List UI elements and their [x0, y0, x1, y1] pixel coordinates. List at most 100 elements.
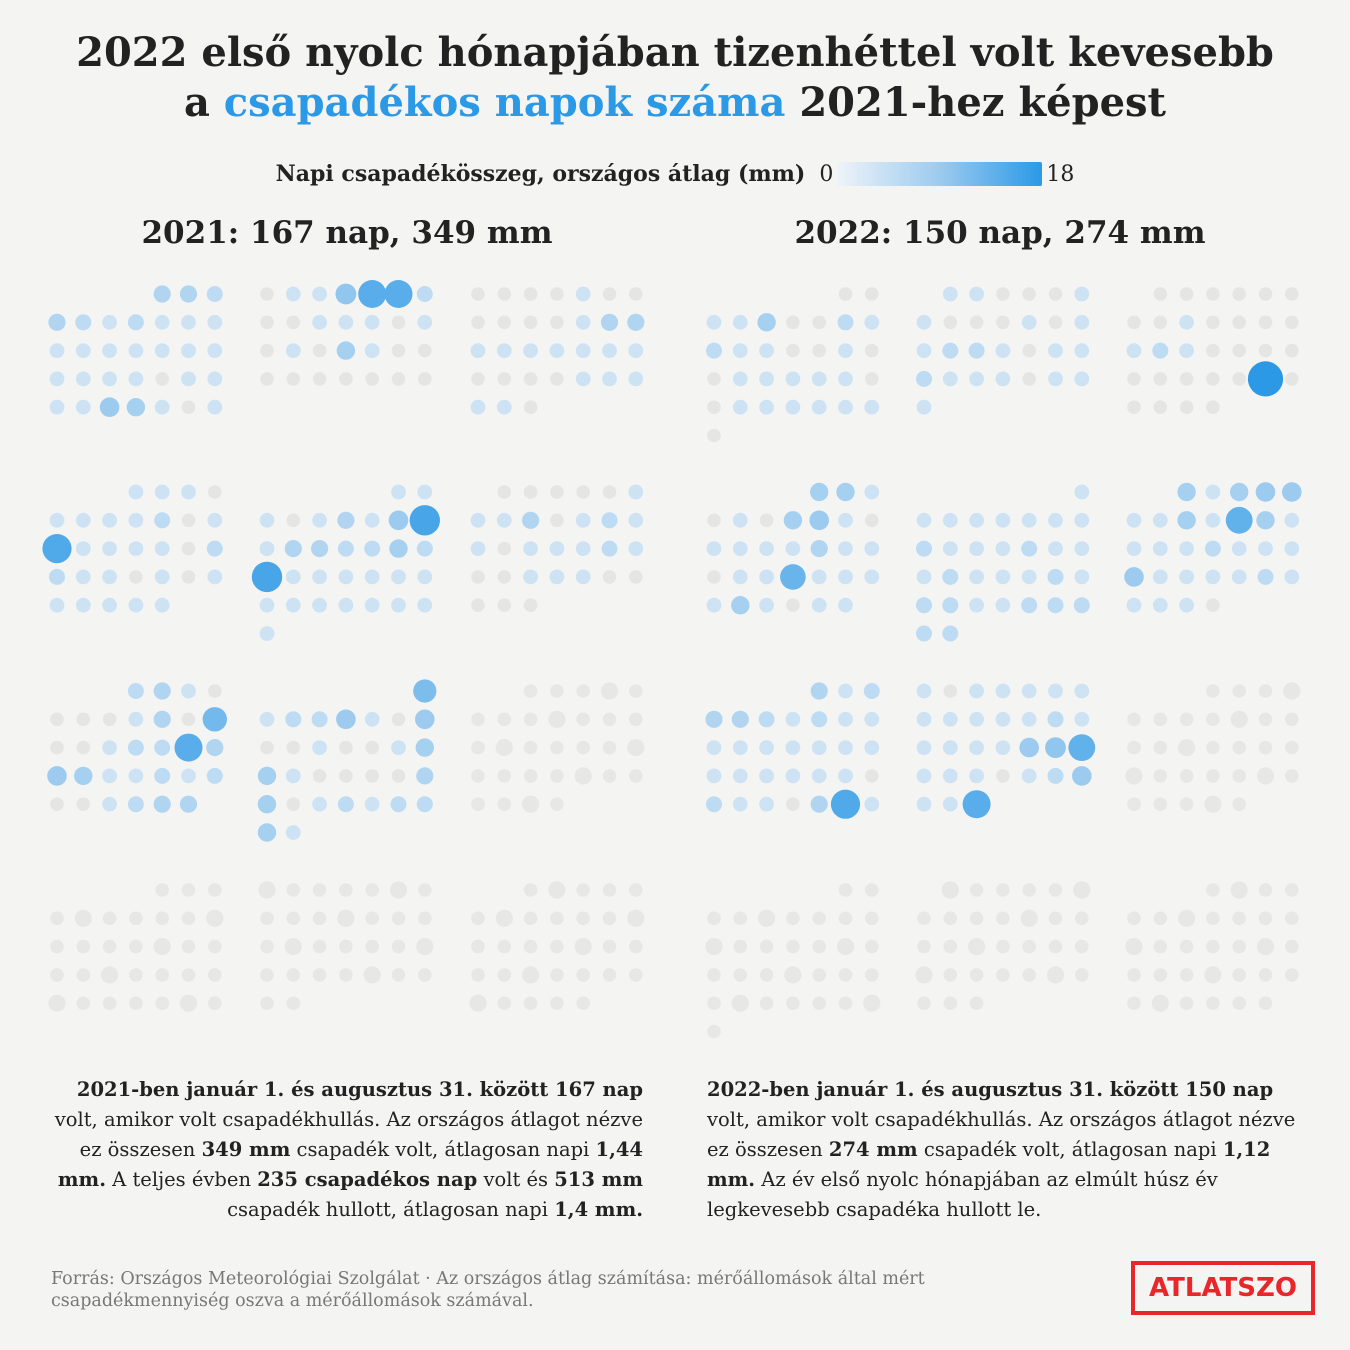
day-bubble: [1179, 372, 1194, 386]
day-bubble: [942, 512, 958, 528]
day-bubble: [259, 597, 275, 613]
day-bubble: [1179, 569, 1194, 585]
day-bubble: [285, 711, 302, 728]
day-bubble: [155, 883, 169, 897]
day-bubble: [128, 541, 144, 556]
day-bubble: [1258, 968, 1273, 982]
day-bubble: [522, 795, 540, 813]
day-bubble: [1285, 712, 1299, 727]
day-bubble: [942, 597, 959, 614]
day-bubble: [413, 679, 437, 703]
day-bubble: [75, 597, 91, 613]
day-bubble: [1232, 911, 1246, 926]
day-bubble: [99, 397, 120, 417]
color-legend: Napi csapadékösszeg, országos átlag (mm)…: [0, 158, 1350, 190]
day-bubble: [418, 343, 432, 358]
year-title-2022: 2022: 150 nap, 274 mm: [794, 215, 1206, 251]
day-bubble: [916, 343, 932, 358]
day-bubble: [1258, 315, 1273, 330]
day-bubble: [602, 485, 617, 499]
day-bubble: [865, 513, 879, 528]
day-bubble: [1231, 569, 1247, 585]
day-bubble: [969, 597, 984, 613]
day-bubble: [838, 711, 853, 727]
day-bubble: [202, 707, 227, 732]
day-bubble: [602, 712, 617, 727]
day-bubble: [786, 315, 800, 330]
day-bubble: [576, 996, 590, 1010]
day-bubble: [838, 597, 853, 613]
day-bubble: [338, 314, 354, 330]
day-bubble: [969, 683, 984, 699]
day-bubble: [732, 796, 748, 812]
day-bubble: [364, 540, 381, 557]
day-bubble: [129, 570, 143, 584]
day-bubble: [259, 626, 275, 641]
day-bubble: [759, 597, 774, 613]
day-bubble: [864, 314, 880, 330]
day-bubble: [1177, 482, 1196, 502]
day-bubble: [916, 625, 932, 642]
day-bubble: [471, 287, 485, 301]
day-bubble: [574, 767, 592, 785]
day-bubble: [339, 883, 353, 897]
day-bubble: [127, 796, 144, 813]
day-bubble: [1074, 512, 1090, 528]
description-segment: Az év első nyolc hónapjában az elmúlt hú…: [707, 1168, 1218, 1221]
day-bubble: [181, 343, 196, 358]
day-bubble: [864, 399, 880, 415]
atlatszo-logo: ATLATSZO: [1131, 1261, 1315, 1315]
day-bubble: [786, 996, 800, 1010]
day-bubble: [759, 968, 774, 982]
day-bubble: [812, 939, 826, 954]
day-bubble: [812, 343, 826, 358]
day-bubble: [129, 996, 143, 1010]
day-bubble: [916, 740, 932, 755]
day-bubble: [496, 343, 512, 358]
day-bubble: [706, 768, 722, 784]
day-bubble: [50, 939, 64, 954]
day-bubble: [732, 768, 748, 784]
day-bubble: [154, 541, 170, 556]
legend-min: 0: [819, 161, 834, 187]
day-bubble: [1153, 372, 1168, 386]
day-bubble: [838, 911, 853, 926]
day-bubble: [600, 682, 619, 700]
day-bubble: [127, 739, 144, 756]
day-bubble: [259, 541, 275, 556]
day-bubble: [470, 399, 486, 415]
day-bubble: [470, 541, 486, 556]
day-bubble: [1019, 737, 1039, 758]
day-bubble: [731, 710, 749, 728]
day-bubble: [312, 343, 327, 358]
day-bubble: [864, 796, 880, 812]
day-bubble: [942, 711, 958, 727]
day-bubble: [49, 512, 65, 528]
day-bubble: [942, 625, 959, 642]
day-bubble: [732, 569, 748, 585]
day-bubble: [469, 994, 487, 1012]
day-bubble: [470, 343, 486, 358]
day-bubble: [102, 541, 117, 556]
day-bubble: [1074, 286, 1090, 302]
day-bubble: [181, 968, 196, 982]
day-bubble: [285, 569, 301, 585]
description-segment: A teljes évben: [105, 1168, 258, 1191]
day-bubble: [1047, 568, 1064, 585]
day-bubble: [995, 711, 1011, 727]
day-bubble: [602, 740, 617, 755]
day-bubble: [1127, 911, 1141, 926]
day-bubble: [969, 996, 984, 1010]
day-bubble: [1074, 711, 1090, 727]
calendar-bubble-chart: [42, 280, 1302, 1039]
day-bubble: [181, 768, 196, 784]
day-bubble: [916, 569, 932, 585]
day-bubble: [1230, 881, 1248, 899]
day-bubble: [126, 398, 146, 417]
day-bubble: [391, 343, 406, 358]
day-bubble: [471, 740, 485, 755]
day-bubble: [208, 883, 222, 897]
legend-max: 18: [1046, 161, 1075, 187]
day-bubble: [628, 484, 644, 500]
day-bubble: [1258, 541, 1273, 556]
